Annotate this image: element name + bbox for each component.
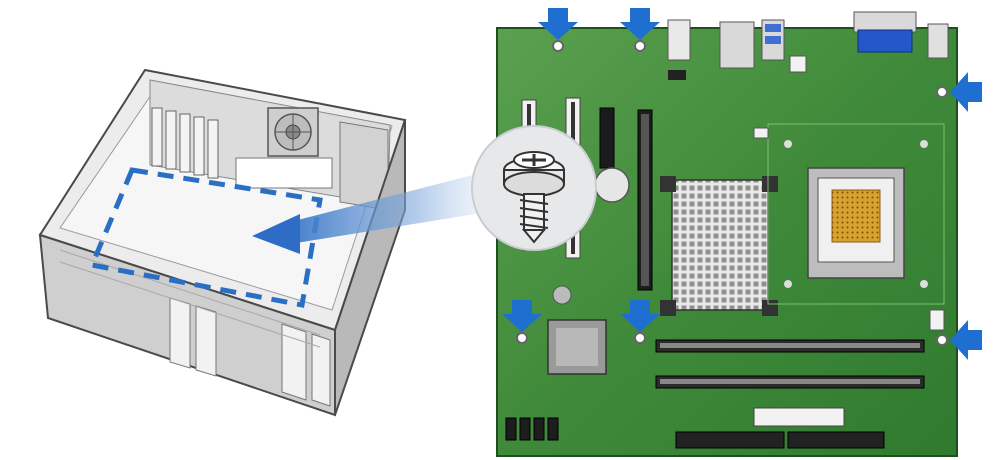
memory-slots — [655, 339, 925, 389]
down-arrow-icon — [620, 300, 660, 332]
sata-ports — [505, 417, 559, 441]
ide-header — [675, 431, 785, 449]
install-direction-arrow — [252, 168, 500, 254]
screw-icon — [503, 151, 565, 244]
screw-callout — [471, 125, 597, 251]
cmos-battery — [594, 167, 630, 203]
down-arrow-icon — [620, 8, 660, 40]
expansion-slot-covers — [151, 107, 219, 179]
floppy-header — [787, 431, 885, 449]
buzzer — [552, 285, 572, 305]
front-panel-bays — [169, 297, 331, 407]
aux-power-connector — [789, 55, 807, 73]
mounting-hole-markers — [502, 8, 982, 360]
chipset-heatsink — [660, 176, 778, 316]
down-arrow-icon — [502, 300, 542, 332]
down-arrow-icon — [538, 8, 578, 40]
left-arrow-icon — [950, 72, 982, 112]
computer-case — [38, 68, 407, 417]
vga-port — [853, 11, 917, 53]
mounting-area-outline — [88, 167, 323, 308]
case-fan — [267, 107, 319, 157]
io-ports — [667, 19, 949, 80]
mounting-hole — [516, 40, 948, 346]
left-arrow-icon — [950, 320, 982, 360]
atx-power-connector — [753, 407, 845, 427]
cpu-socket — [767, 123, 945, 305]
